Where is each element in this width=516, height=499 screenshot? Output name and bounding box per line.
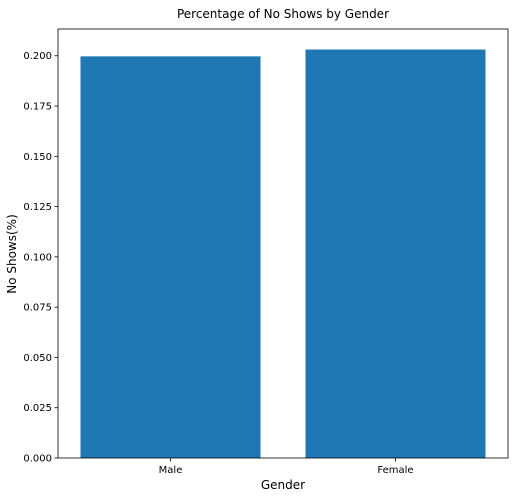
bar-male: [80, 56, 261, 458]
y-tick-label: 0.050: [23, 353, 52, 364]
bar-female: [305, 49, 486, 458]
y-tick-label: 0.200: [23, 51, 52, 62]
x-tick-label: Male: [159, 465, 183, 476]
y-tick-label: 0.025: [23, 403, 52, 414]
y-tick-label: 0.000: [23, 454, 52, 465]
plot-frame: [57, 28, 509, 459]
x-axis: Male Female: [159, 458, 414, 476]
y-tick-label: 0.150: [23, 152, 52, 163]
y-axis-label: No Shows(%): [5, 214, 19, 294]
y-tick-label: 0.100: [23, 252, 52, 263]
bars-group: [80, 49, 486, 458]
y-tick-label: 0.175: [23, 102, 52, 113]
x-axis-label: Gender: [261, 478, 305, 492]
y-tick-label: 0.125: [23, 202, 52, 213]
chart-title: Percentage of No Shows by Gender: [177, 7, 389, 21]
y-tick-label: 0.075: [23, 303, 52, 314]
y-axis: 0.000 0.025 0.050 0.075 0.100 0.125 0.150 0.175…: [23, 51, 58, 465]
x-tick-label: Female: [377, 465, 413, 476]
